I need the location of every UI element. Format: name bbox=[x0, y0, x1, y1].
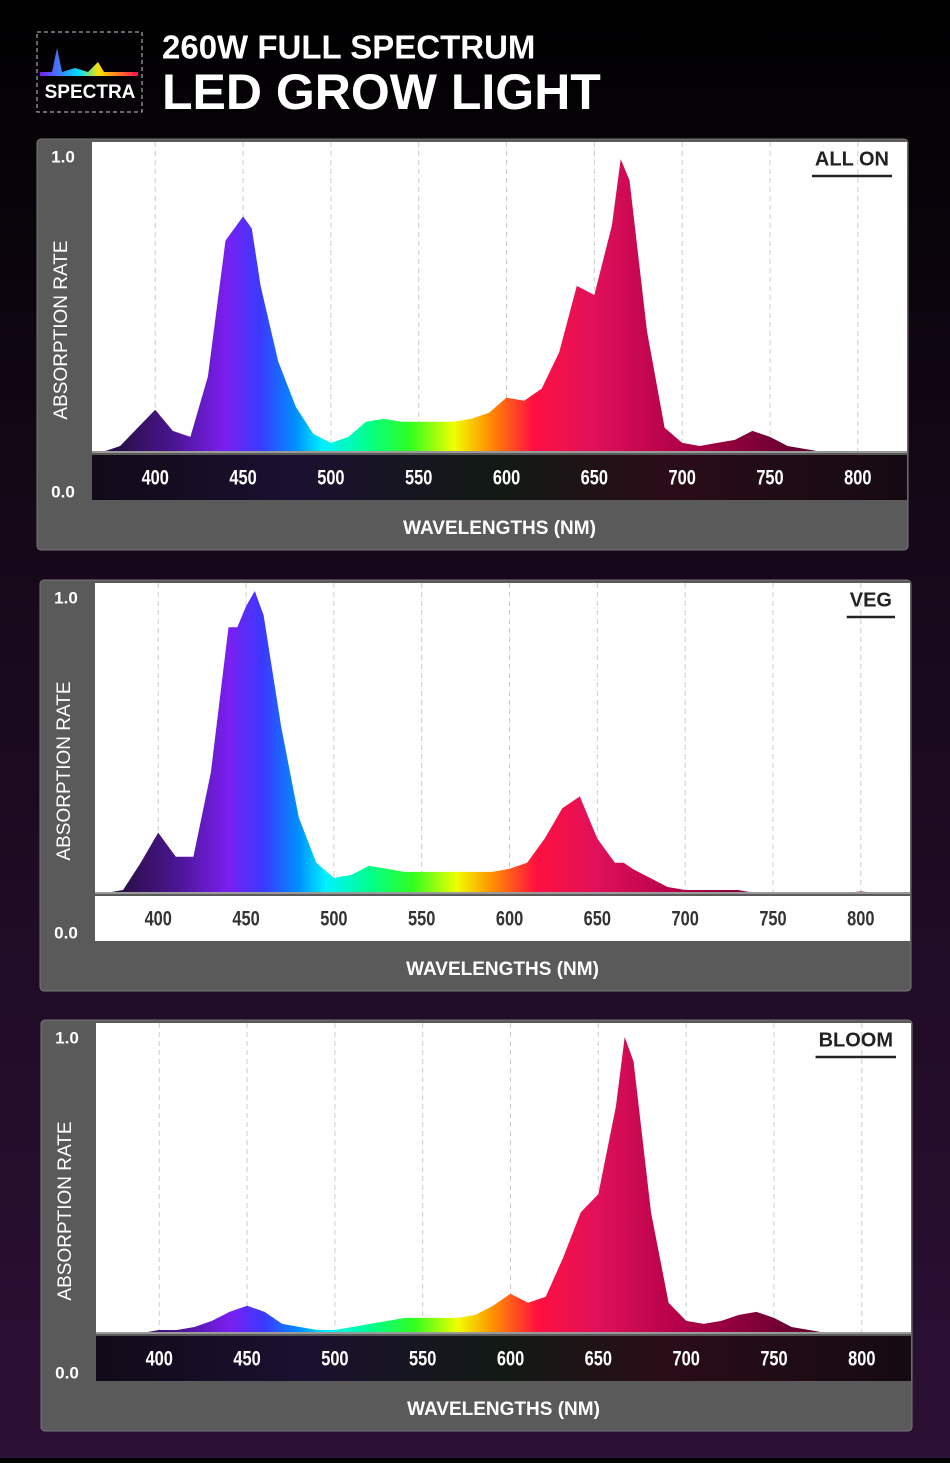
x-tick-label: 600 bbox=[497, 1347, 524, 1370]
brand: SPECTRA bbox=[45, 82, 136, 103]
y-tick-label: 0.0 bbox=[55, 1363, 79, 1382]
x-tick-label: 800 bbox=[847, 907, 874, 930]
x-axis-label: WAVELENGTHS (NM) bbox=[403, 518, 596, 539]
logo-icon bbox=[40, 48, 138, 76]
x-axis-label: WAVELENGTHS (NM) bbox=[406, 959, 599, 980]
x-axis-label: WAVELENGTHS (NM) bbox=[407, 1399, 600, 1420]
x-tick-label: 650 bbox=[584, 907, 611, 930]
x-tick-label: 650 bbox=[581, 466, 608, 489]
x-tick-label: 650 bbox=[585, 1347, 612, 1370]
mode-title: ALL ON bbox=[815, 148, 889, 170]
x-tick-label: 500 bbox=[321, 1347, 348, 1370]
logo-frame bbox=[36, 31, 143, 113]
x-tick-label: 800 bbox=[848, 1347, 875, 1370]
x-tick-label: 550 bbox=[408, 907, 435, 930]
x-tick-label: 600 bbox=[493, 466, 520, 489]
mode-title: VEG bbox=[850, 589, 892, 611]
y-tick-label: 0.0 bbox=[54, 923, 78, 942]
wavelength-band bbox=[95, 896, 910, 941]
x-tick-label: 700 bbox=[673, 1347, 700, 1370]
wavelength-band bbox=[92, 455, 907, 500]
x-tick-label: 600 bbox=[496, 907, 523, 930]
y-tick-label: 1.0 bbox=[51, 147, 75, 166]
x-tick-label: 450 bbox=[229, 466, 256, 489]
y-tick-label: 1.0 bbox=[54, 588, 78, 607]
spectrum-area bbox=[105, 591, 896, 893]
x-tick-label: 550 bbox=[409, 1347, 436, 1370]
x-tick-label: 750 bbox=[760, 1347, 787, 1370]
title-line2: LED GROW LIGHT bbox=[162, 64, 601, 120]
x-tick-label: 500 bbox=[320, 907, 347, 930]
x-tick-label: 500 bbox=[317, 466, 344, 489]
x-tick-label: 400 bbox=[145, 907, 172, 930]
plot-area bbox=[96, 1023, 911, 1333]
y-tick-label: 1.0 bbox=[55, 1028, 79, 1047]
chart-panel: 400 450 500 550 600 650 700 750 800 0.0 1.0 ABSORPT… bbox=[40, 1019, 913, 1432]
wavelength-band bbox=[96, 1336, 911, 1381]
x-tick-label: 700 bbox=[669, 466, 696, 489]
x-tick-label: 450 bbox=[233, 1347, 260, 1370]
mode-title: BLOOM bbox=[819, 1029, 893, 1051]
x-tick-label: 800 bbox=[844, 466, 871, 489]
x-tick-label: 450 bbox=[232, 907, 259, 930]
x-tick-label: 700 bbox=[672, 907, 699, 930]
x-tick-label: 400 bbox=[142, 466, 169, 489]
x-tick-label: 750 bbox=[756, 466, 783, 489]
y-axis-label: ABSORPTION RATE bbox=[55, 1121, 76, 1300]
y-tick-label: 0.0 bbox=[51, 482, 75, 501]
x-tick-label: 750 bbox=[759, 907, 786, 930]
x-tick-label: 550 bbox=[405, 466, 432, 489]
y-axis-label: ABSORPTION RATE bbox=[54, 681, 75, 860]
chart-panel: 400 450 500 550 600 650 700 750 800 0.0 1.0 ABSORPT… bbox=[39, 579, 912, 992]
title-line1: 260W FULL SPECTRUM bbox=[162, 29, 535, 66]
y-axis-label: ABSORPTION RATE bbox=[51, 240, 72, 419]
spectrum-area bbox=[102, 159, 893, 452]
chart-panel: 400 450 500 550 600 650 700 750 800 0.0 1.0 ABSORPT… bbox=[36, 138, 909, 551]
x-tick-label: 400 bbox=[146, 1347, 173, 1370]
